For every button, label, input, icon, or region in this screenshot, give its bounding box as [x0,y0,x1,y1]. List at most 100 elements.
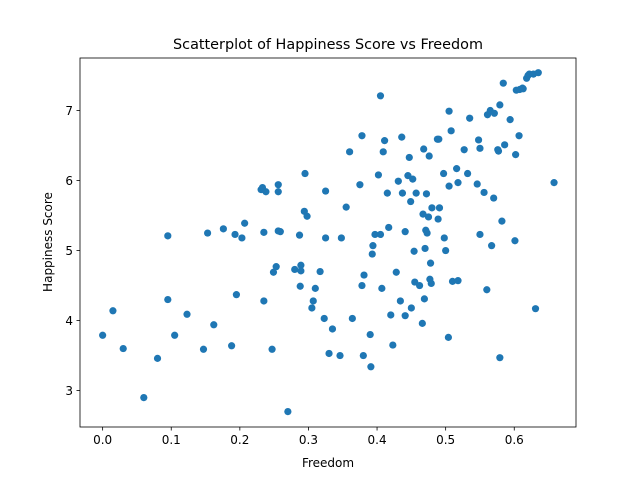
data-point-11 [210,321,218,329]
data-point-100 [426,259,435,267]
data-point-9 [199,345,208,353]
x-tick-label-0: 0.0 [93,433,112,447]
data-point-33 [296,282,304,290]
data-point-3 [140,393,148,402]
data-point-141 [512,151,520,159]
data-point-137 [499,79,507,87]
data-point-97 [424,213,433,221]
data-point-10 [204,229,212,237]
data-point-138 [501,141,509,149]
data-point-87 [412,189,420,197]
data-point-125 [480,188,488,197]
data-point-83 [407,304,415,312]
data-point-51 [346,148,354,156]
data-point-75 [396,297,404,305]
data-point-14 [231,230,239,239]
data-point-85 [410,247,418,255]
data-point-114 [448,277,457,285]
data-point-84 [409,175,417,183]
data-point-61 [369,242,377,250]
data-point-23 [268,345,276,353]
x-tick-label-2: 0.2 [230,433,249,447]
data-point-63 [374,171,383,179]
x-tick-label-3: 0.3 [299,433,318,447]
data-point-117 [454,179,462,187]
data-point-60 [368,250,376,258]
data-point-24 [269,268,278,276]
data-point-107 [440,169,448,178]
data-point-146 [519,85,527,93]
data-point-53 [356,181,364,189]
data-point-113 [447,127,455,135]
data-point-45 [322,187,330,195]
data-point-106 [435,204,444,212]
data-point-0 [99,331,107,339]
data-point-96 [423,229,431,237]
data-point-120 [466,114,474,122]
data-point-124 [476,230,484,239]
data-point-30 [284,408,292,416]
data-point-40 [309,297,317,305]
data-point-13 [228,342,236,350]
data-point-73 [392,268,400,276]
data-point-108 [440,234,448,242]
data-point-102 [428,204,436,212]
data-point-6 [164,232,172,240]
x-axis-label: Freedom [302,456,354,470]
data-point-90 [419,210,427,218]
data-point-116 [454,277,462,285]
data-point-49 [337,234,345,242]
data-point-32 [295,231,304,239]
data-point-64 [376,92,385,100]
y-tick-label-2: 5 [65,244,73,258]
data-point-39 [308,304,316,312]
data-point-52 [348,314,356,323]
data-point-92 [420,295,428,303]
data-point-15 [232,291,241,299]
data-point-17 [241,219,249,227]
data-point-37 [301,169,309,178]
data-point-21 [260,297,268,305]
data-point-41 [311,284,319,292]
x-tick-label-5: 0.5 [436,433,455,447]
data-point-7 [171,331,179,339]
x-tick-label-1: 0.1 [162,433,181,447]
data-point-123 [476,144,484,152]
data-point-143 [515,132,523,140]
data-point-2 [119,344,127,353]
data-point-101 [427,279,435,288]
data-point-91 [420,145,428,153]
data-point-8 [183,310,191,318]
x-axis: 0.0 0.1 0.2 0.3 0.4 0.5 0.6 [93,427,524,447]
data-point-68 [381,137,389,145]
data-point-93 [421,244,429,253]
data-point-58 [366,330,374,339]
data-point-67 [379,148,387,156]
data-point-129 [488,242,496,250]
data-point-111 [445,107,453,115]
data-point-118 [460,146,468,154]
data-point-72 [389,341,397,349]
data-point-34 [297,261,305,269]
x-tick-label-4: 0.4 [368,433,387,447]
data-point-78 [401,228,409,236]
data-point-98 [425,152,433,160]
y-tick-label-4: 7 [65,104,73,118]
data-point-48 [336,351,344,360]
data-point-82 [407,197,415,206]
data-point-76 [398,133,406,141]
data-point-131 [490,109,498,117]
data-point-104 [434,215,442,223]
data-point-47 [328,325,337,333]
data-point-66 [378,284,386,292]
data-point-43 [320,314,328,323]
y-tick-label-1: 4 [65,314,73,328]
data-point-135 [496,101,504,109]
data-point-105 [435,135,443,143]
data-point-139 [506,116,514,124]
data-point-4 [153,354,162,362]
data-point-16 [238,234,246,242]
data-point-65 [376,230,385,239]
data-point-130 [490,194,498,202]
